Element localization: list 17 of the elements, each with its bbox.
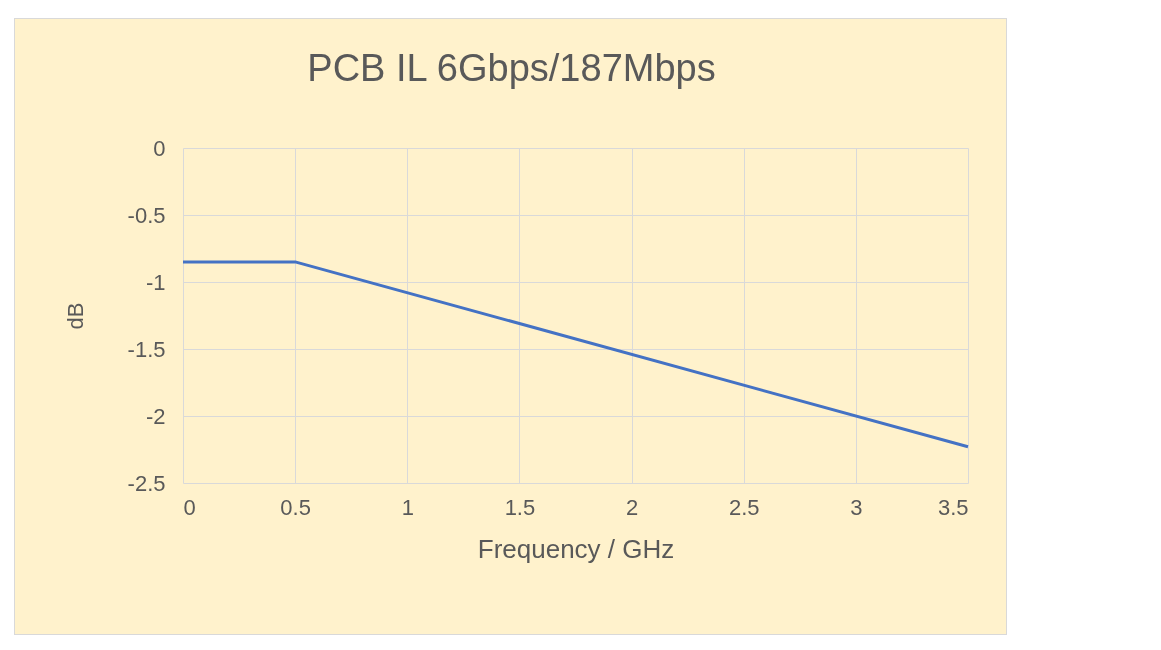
y-tick-label: -1.5 (127, 336, 166, 362)
x-tick-label: 2.5 (728, 494, 760, 520)
x-tick-label: 3.5 (937, 494, 969, 520)
y-tick-label: -1 (145, 269, 166, 295)
x-tick-label: 0 (183, 494, 196, 520)
y-tick-label: -2 (145, 403, 166, 429)
y-tick-label: -2.5 (127, 470, 166, 496)
x-tick-label: 1.5 (504, 494, 536, 520)
x-tick-label: 1 (401, 494, 414, 520)
y-tick-label: 0 (153, 135, 166, 161)
x-tick-label: 0.5 (280, 494, 311, 520)
y-tick-label: -0.5 (127, 202, 166, 228)
chart-title: PCB IL 6Gbps/187Mbps (307, 47, 716, 89)
y-axis-title: dB (62, 302, 88, 330)
x-tick-label: 3 (850, 494, 863, 520)
x-tick-label: 2 (625, 494, 639, 520)
x-axis-title: Frequency / GHz (477, 533, 675, 564)
